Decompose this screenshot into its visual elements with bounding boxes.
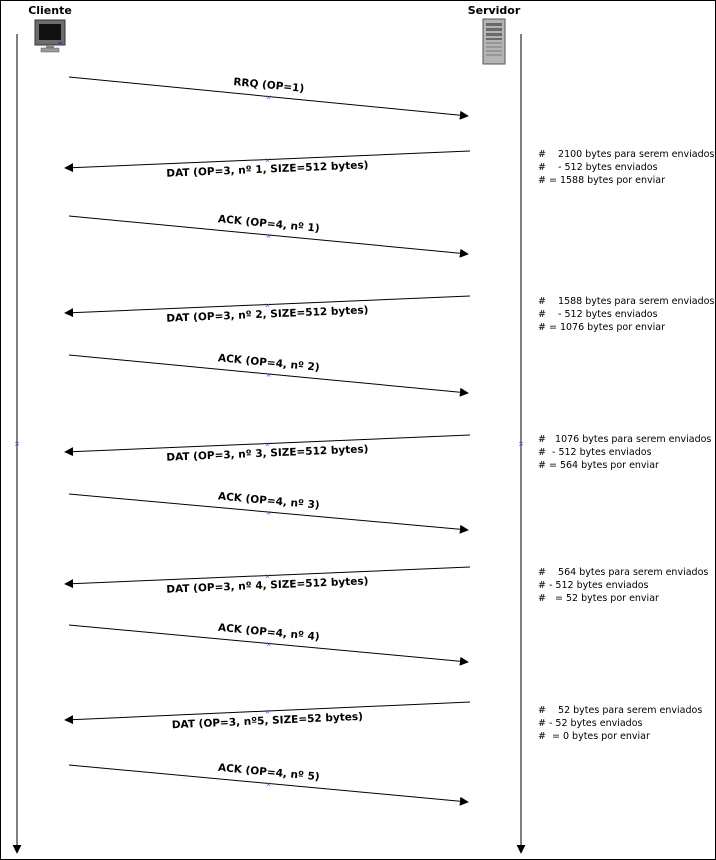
midpoint-marker: × bbox=[266, 232, 272, 240]
note-line: # 1076 bytes para serem enviados bbox=[538, 434, 711, 445]
byte-count-note-1: # 2100 bytes para serem enviados # - 512 … bbox=[538, 149, 714, 186]
note-line: # - 512 bytes enviados bbox=[538, 580, 649, 591]
midpoint-marker: × bbox=[266, 509, 272, 517]
midpoint-marker: × bbox=[265, 302, 271, 310]
client-lifeline-marker: × bbox=[14, 440, 20, 448]
midpoint-marker: × bbox=[265, 708, 271, 716]
message-arrow bbox=[64, 295, 471, 318]
message-arrow bbox=[68, 764, 469, 806]
note-line: # - 512 bytes enviados bbox=[538, 162, 658, 173]
message-4: ×DAT (OP=3, nº 2, SIZE=512 bytes) bbox=[64, 295, 471, 325]
message-10: ×DAT (OP=3, nº5, SIZE=52 bytes) bbox=[64, 701, 471, 731]
message-arrow bbox=[68, 354, 469, 397]
server-icon bbox=[482, 18, 506, 65]
message-arrow bbox=[64, 566, 471, 589]
message-3: ×ACK (OP=4, nº 1) bbox=[68, 213, 469, 258]
midpoint-marker: × bbox=[266, 94, 272, 102]
note-line: # 2100 bytes para serem enviados bbox=[538, 149, 714, 160]
message-7: ×ACK (OP=4, nº 3) bbox=[68, 490, 469, 534]
byte-count-note-3: # 1076 bytes para serem enviados # - 512 … bbox=[538, 434, 711, 471]
message-arrow bbox=[64, 434, 471, 457]
midpoint-marker: × bbox=[266, 641, 272, 649]
computer-icon bbox=[34, 19, 66, 53]
message-1: ×RRQ (OP=1) bbox=[68, 76, 469, 120]
note-line: # = 1076 bytes por enviar bbox=[538, 322, 665, 333]
byte-count-note-5: # 52 bytes para serem enviados # - 52 byt… bbox=[538, 705, 702, 742]
message-arrow bbox=[64, 150, 471, 173]
note-line: # = 564 bytes por enviar bbox=[538, 460, 659, 471]
message-8: ×DAT (OP=3, nº 4, SIZE=512 bytes) bbox=[64, 566, 471, 596]
note-line: # 1588 bytes para serem enviados bbox=[538, 296, 714, 307]
message-arrow bbox=[64, 701, 471, 725]
message-arrow bbox=[68, 624, 469, 666]
byte-count-note-4: # 564 bytes para serem enviados # - 512 b… bbox=[538, 567, 708, 604]
message-9: ×ACK (OP=4, nº 4) bbox=[68, 622, 469, 666]
midpoint-marker: × bbox=[265, 573, 271, 581]
note-line: # - 512 bytes enviados bbox=[538, 447, 652, 458]
note-line: # - 512 bytes enviados bbox=[538, 309, 658, 320]
server-header: Servidor bbox=[468, 4, 521, 17]
message-11: ×ACK (OP=4, nº 5) bbox=[68, 762, 469, 806]
message-arrow bbox=[68, 493, 469, 534]
message-5: ×ACK (OP=4, nº 2) bbox=[68, 352, 469, 397]
note-line: # = 52 bytes por enviar bbox=[538, 593, 659, 604]
note-line: # 52 bytes para serem enviados bbox=[538, 705, 702, 716]
message-arrow bbox=[68, 76, 469, 120]
client-header: Cliente bbox=[28, 4, 72, 17]
note-line: # = 1588 bytes por enviar bbox=[538, 175, 665, 186]
message-6: ×DAT (OP=3, nº 3, SIZE=512 bytes) bbox=[64, 434, 471, 464]
midpoint-marker: × bbox=[265, 157, 271, 165]
message-label: RRQ (OP=1) bbox=[233, 76, 305, 95]
midpoint-marker: × bbox=[265, 441, 271, 449]
byte-count-note-2: # 1588 bytes para serem enviados # - 512 … bbox=[538, 296, 714, 333]
message-2: ×DAT (OP=3, nº 1, SIZE=512 bytes) bbox=[64, 150, 471, 180]
message-arrow bbox=[68, 215, 469, 258]
note-line: # - 52 bytes enviados bbox=[538, 718, 643, 729]
midpoint-marker: × bbox=[266, 781, 272, 789]
note-line: # 564 bytes para serem enviados bbox=[538, 567, 708, 578]
midpoint-marker: × bbox=[266, 371, 272, 379]
server-lifeline-marker: × bbox=[518, 440, 524, 448]
note-line: # = 0 bytes por enviar bbox=[538, 731, 650, 742]
